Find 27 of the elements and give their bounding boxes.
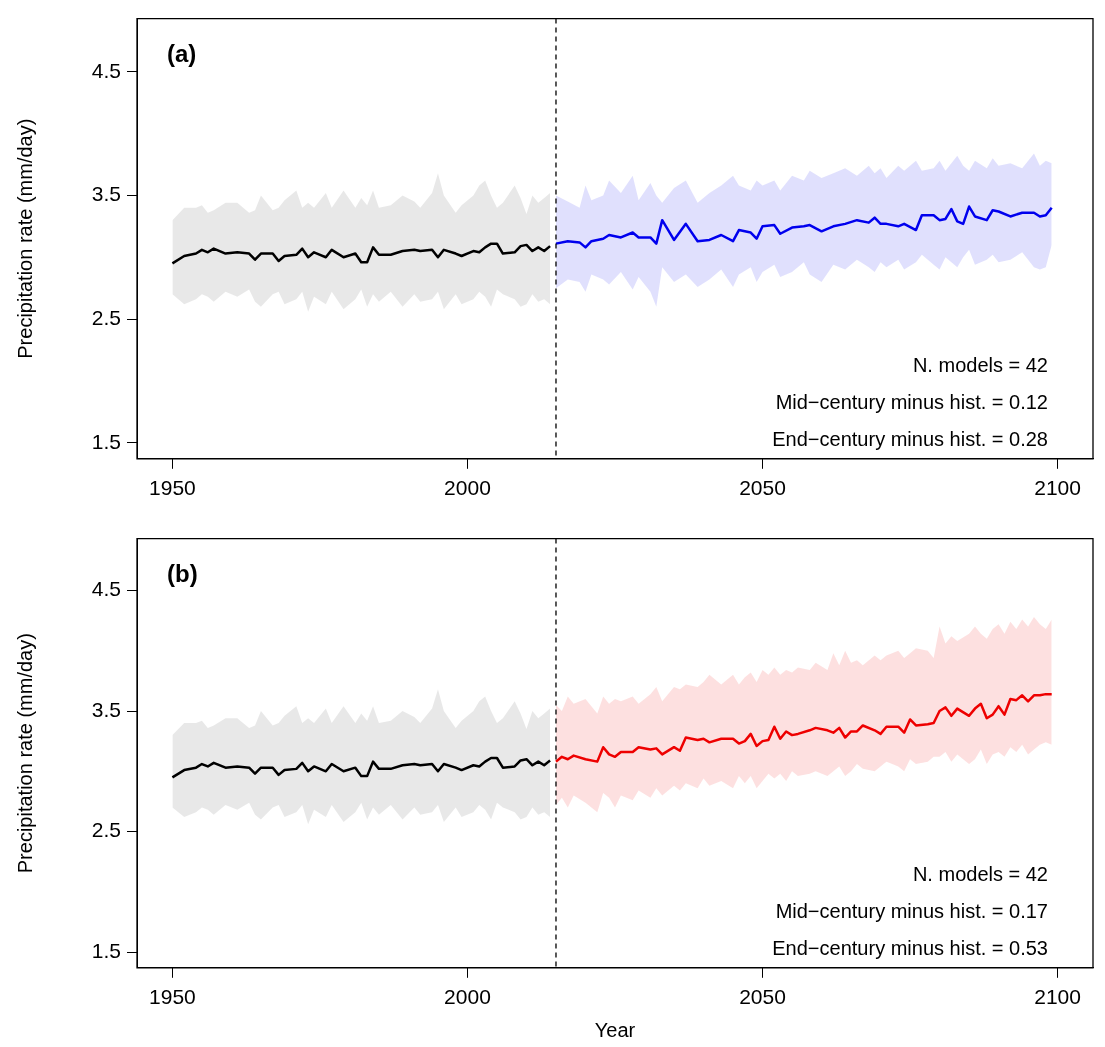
x-axis-title: Year	[594, 1018, 636, 1041]
y-tick-label: 2.5	[91, 305, 121, 329]
y-tick-label: 1.5	[91, 938, 121, 962]
y-tick-label: 1.5	[91, 429, 121, 453]
annotation: Mid−century minus hist. = 0.12	[775, 391, 1048, 414]
annotation: N. models = 42	[912, 354, 1048, 377]
y-tick-label: 4.5	[91, 58, 121, 82]
x-tick-label: 2050	[739, 476, 786, 500]
x-tick-label: 2050	[739, 985, 786, 1009]
y-tick-label: 3.5	[91, 182, 121, 206]
annotation: N. models = 42	[912, 863, 1048, 886]
annotation: (a)	[167, 40, 197, 68]
y-tick-label: 3.5	[91, 697, 121, 721]
y-tick-label: 2.5	[91, 818, 121, 842]
x-tick-label: 1950	[149, 985, 196, 1009]
y-axis-title: Precipitation rate (mm/day)	[13, 118, 36, 359]
annotation: End−century minus hist. = 0.28	[772, 428, 1048, 451]
x-tick-label: 2100	[1034, 476, 1081, 500]
annotation: End−century minus hist. = 0.53	[772, 937, 1048, 960]
x-tick-label: 2000	[444, 985, 491, 1009]
x-tick-label: 1950	[149, 476, 196, 500]
x-tick-label: 2000	[444, 476, 491, 500]
y-tick-label: 4.5	[91, 577, 121, 601]
annotation: (b)	[167, 560, 198, 588]
x-tick-label: 2100	[1034, 985, 1081, 1009]
y-axis-title: Precipitation rate (mm/day)	[13, 633, 36, 874]
annotation: Mid−century minus hist. = 0.17	[775, 900, 1048, 923]
